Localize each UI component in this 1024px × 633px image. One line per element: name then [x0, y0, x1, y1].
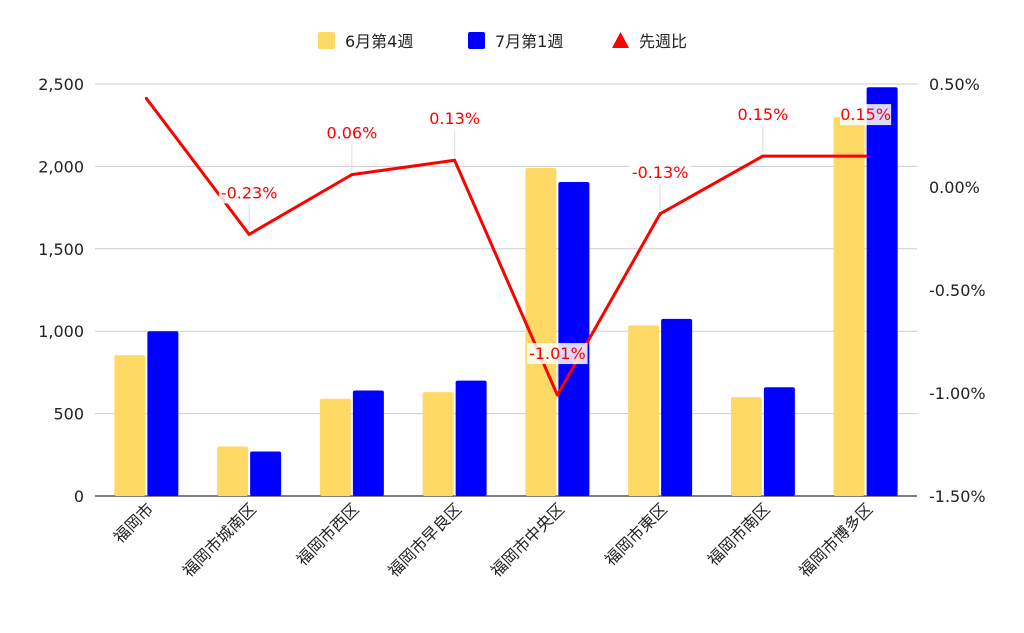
- data-label-bg: [429, 108, 481, 130]
- data-label: 0.15%: [840, 105, 891, 124]
- bar: [833, 116, 865, 497]
- y-right-tick-label: -1.50%: [929, 487, 986, 506]
- data-label-bg: [527, 343, 588, 365]
- y-right-tick-label: 0.00%: [929, 178, 980, 197]
- line-point: [658, 212, 662, 216]
- line-point: [247, 232, 251, 236]
- data-label: -1.01%: [529, 344, 586, 363]
- bar: [730, 397, 762, 496]
- data-label-bg: [840, 104, 892, 126]
- bar: [352, 390, 384, 496]
- data-label-bg: [218, 182, 280, 204]
- legend-label: 先週比: [639, 32, 687, 51]
- legend-label: 6月第4週: [345, 32, 413, 51]
- bar: [628, 325, 660, 496]
- bar: [114, 355, 146, 496]
- y-left-tick-label: 500: [53, 405, 84, 424]
- x-tick-label: 福岡市東区: [601, 499, 671, 569]
- legend-marker-triangle: [612, 32, 629, 48]
- data-label-bg: [737, 104, 789, 126]
- x-tick-label: 福岡市西区: [293, 499, 363, 569]
- data-label-bg: [326, 122, 378, 144]
- legend-swatch: [468, 32, 485, 49]
- x-tick-label: 福岡市早良区: [384, 499, 465, 580]
- line-point: [864, 154, 868, 158]
- bar: [866, 87, 898, 497]
- x-tick-label: 福岡市博多区: [795, 499, 876, 580]
- line-point: [350, 173, 354, 177]
- y-left-tick-label: 0: [74, 487, 84, 506]
- y-right-tick-label: -1.00%: [929, 384, 986, 403]
- bar: [558, 182, 590, 496]
- bar: [763, 387, 795, 496]
- bar: [525, 168, 557, 496]
- bar: [319, 398, 351, 496]
- legend-swatch: [318, 32, 335, 49]
- data-label: -0.13%: [632, 163, 689, 182]
- data-label: -0.23%: [221, 183, 278, 202]
- line-series: [145, 97, 866, 397]
- line-point: [761, 154, 765, 158]
- line-point: [555, 393, 559, 397]
- x-tick-label: 福岡市城南区: [179, 499, 260, 580]
- x-tick-label: 福岡市: [110, 499, 157, 546]
- x-tick-label: 福岡市南区: [704, 499, 774, 569]
- bar: [422, 392, 454, 496]
- y-left-tick-label: 1,000: [38, 322, 84, 341]
- data-label: 0.13%: [429, 109, 480, 128]
- data-label: 0.15%: [737, 105, 788, 124]
- data-label-bg: [629, 161, 691, 183]
- bar: [455, 380, 487, 496]
- bar: [217, 446, 249, 496]
- bar: [661, 318, 693, 496]
- legend-label: 7月第1週: [495, 32, 563, 51]
- bar: [147, 331, 179, 496]
- y-right-tick-label: -0.50%: [929, 281, 986, 300]
- data-label: 0.06%: [326, 124, 377, 143]
- line-point: [453, 158, 457, 162]
- y-left-tick-label: 1,500: [38, 240, 84, 259]
- y-left-tick-label: 2,500: [38, 75, 84, 94]
- y-left-tick-label: 2,000: [38, 157, 84, 176]
- y-right-tick-label: 0.50%: [929, 75, 980, 94]
- x-tick-label: 福岡市中央区: [487, 499, 568, 580]
- line-point: [144, 96, 148, 100]
- bar: [250, 451, 282, 496]
